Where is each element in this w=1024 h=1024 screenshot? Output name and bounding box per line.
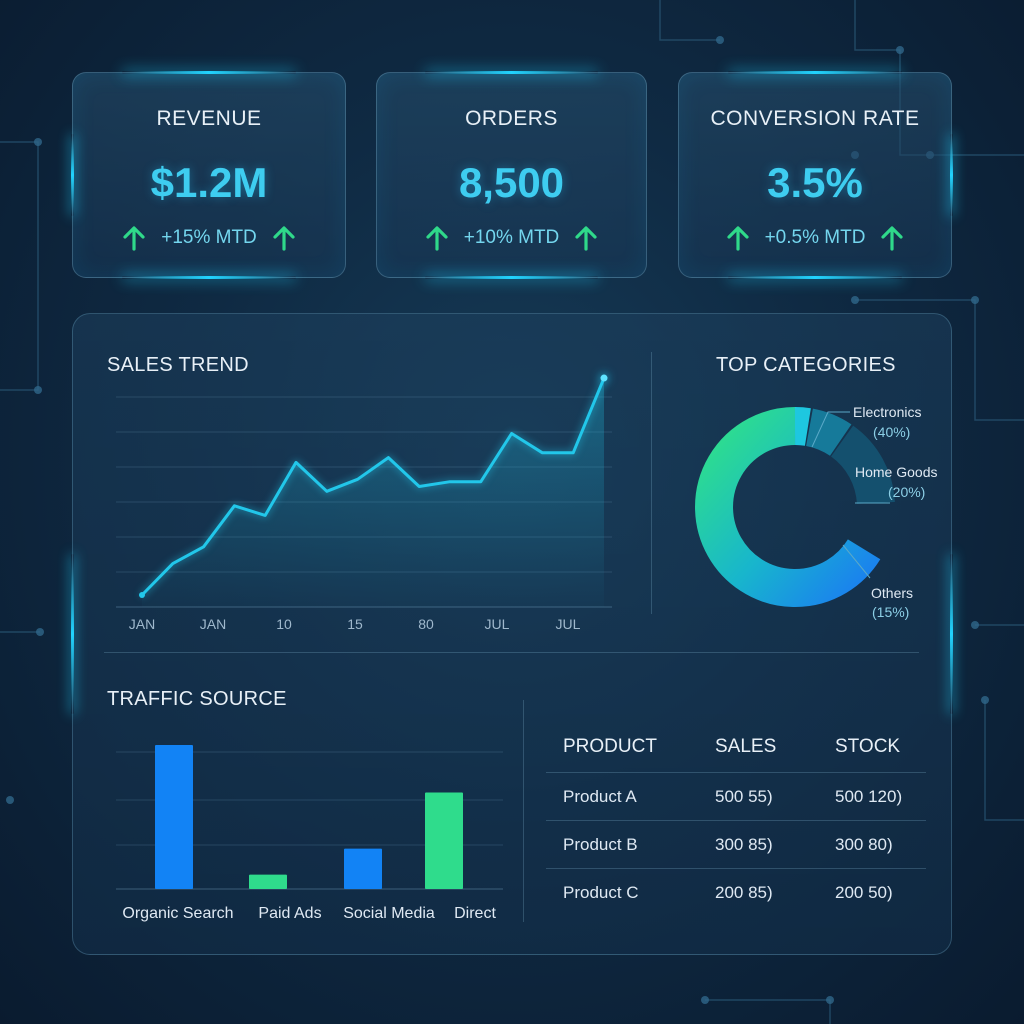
column-header-sales[interactable]: SALES xyxy=(715,736,777,757)
column-header-stock[interactable]: STOCK xyxy=(835,736,901,757)
donut-slice-electronics xyxy=(794,407,811,446)
kpi-title: ORDERS xyxy=(465,107,558,130)
table-header-row: PRODUCT SALES STOCK xyxy=(546,722,926,773)
donut-percent-label: (20%) xyxy=(888,484,925,500)
leader-line xyxy=(842,544,871,579)
x-tick-label: JAN xyxy=(129,616,155,632)
x-tick-label: 15 xyxy=(347,616,363,632)
bar-social-media xyxy=(344,848,382,889)
arrow-up-icon xyxy=(123,226,145,251)
product-stock: 500 120) xyxy=(835,772,926,821)
product-sales: 500 55) xyxy=(715,772,835,821)
bar-paid-ads xyxy=(249,874,287,889)
leader-line xyxy=(811,411,850,448)
arrow-up-icon xyxy=(575,226,597,251)
x-tick-label: JUL xyxy=(485,616,510,632)
table-row[interactable]: Product B 300 85) 300 80) xyxy=(546,820,926,869)
section-divider xyxy=(651,352,652,614)
donut-label: Electronics xyxy=(853,404,921,420)
arrow-up-icon xyxy=(273,226,295,251)
donut-slice-electronics-outer xyxy=(805,408,852,457)
section-divider xyxy=(523,700,524,922)
products-table: PRODUCT SALES STOCK Product A 500 55) 50… xyxy=(546,722,926,916)
table-row[interactable]: Product A 500 55) 500 120) xyxy=(546,772,926,821)
x-tick-label: Direct xyxy=(454,905,496,922)
kpi-title: REVENUE xyxy=(156,107,262,130)
x-tick-label: Organic Search xyxy=(122,905,233,922)
donut-slice-home-goods xyxy=(830,425,895,505)
donut-label: Home Goods xyxy=(855,464,937,480)
kpi-card-orders[interactable]: ORDERS 8,500 +10% MTD xyxy=(376,71,647,279)
card-glow xyxy=(950,134,953,216)
kpi-value: 3.5% xyxy=(767,159,863,206)
column-header-product[interactable]: PRODUCT xyxy=(563,736,657,757)
bar-direct xyxy=(425,792,463,889)
x-tick-label: Social Media xyxy=(343,905,435,922)
traffic-source-title: TRAFFIC SOURCE xyxy=(107,688,287,710)
kpi-value: $1.2M xyxy=(150,159,268,206)
donut-slice-others xyxy=(695,407,881,607)
arrow-up-icon xyxy=(426,226,448,251)
kpi-change: +0.5% MTD xyxy=(679,225,951,251)
product-name: Product B xyxy=(546,820,715,869)
product-sales: 300 85) xyxy=(715,820,835,869)
top-categories-title: TOP CATEGORIES xyxy=(716,354,896,376)
donut-percent-label: (15%) xyxy=(872,604,909,620)
panel-glow xyxy=(950,554,953,714)
kpi-title: CONVERSION RATE xyxy=(710,107,920,130)
kpi-card-revenue[interactable]: REVENUE $1.2M +15% MTD xyxy=(71,71,346,279)
product-sales: 200 85) xyxy=(715,868,835,916)
arrow-up-icon xyxy=(726,226,749,251)
sales-trend-title: SALES TREND xyxy=(107,354,249,376)
product-stock: 200 50) xyxy=(835,868,926,916)
kpi-change: +15% MTD xyxy=(73,225,345,251)
section-divider xyxy=(104,652,919,653)
kpi-change-text: +15% MTD xyxy=(161,227,257,248)
card-glow xyxy=(71,134,74,216)
sales-trend-line xyxy=(140,376,606,597)
x-tick-label: 80 xyxy=(418,616,434,632)
arrow-up-icon xyxy=(881,226,904,251)
kpi-change-text: +10% MTD xyxy=(463,227,560,248)
x-tick-label: 10 xyxy=(276,616,292,632)
end-point xyxy=(600,374,608,382)
x-tick-label: Paid Ads xyxy=(258,905,321,922)
product-name: Product A xyxy=(546,772,715,821)
kpi-value: 8,500 xyxy=(458,159,565,206)
product-stock: 300 80) xyxy=(835,820,926,869)
x-tick-label: JAN xyxy=(200,616,226,632)
product-name: Product C xyxy=(546,868,715,916)
kpi-change: +10% MTD xyxy=(377,225,646,251)
donut-label: Others xyxy=(871,585,913,601)
kpi-change-text: +0.5% MTD xyxy=(764,227,866,248)
x-tick-label: JUL xyxy=(556,616,581,632)
sales-trend-area xyxy=(142,378,604,607)
bar-organic-search xyxy=(155,745,193,889)
start-point xyxy=(139,591,145,598)
panel-glow xyxy=(71,554,74,714)
donut-percent-label: (40%) xyxy=(873,424,910,440)
table-row[interactable]: Product C 200 85) 200 50) xyxy=(546,868,926,916)
kpi-card-conversion-rate[interactable]: CONVERSION RATE 3.5% +0.5% MTD xyxy=(678,71,953,279)
